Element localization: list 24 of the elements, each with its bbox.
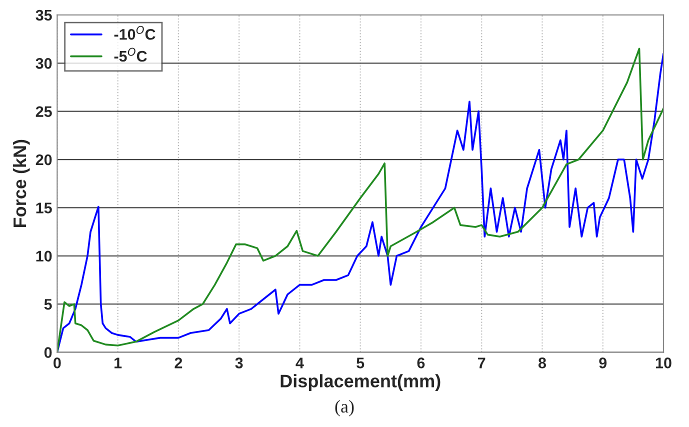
x-tick-label: 4 (296, 358, 304, 368)
legend-label: -5$^{O}$C (114, 48, 147, 62)
y-tick-label: 35 (36, 10, 52, 21)
x-tick-label: 1 (114, 358, 122, 368)
y-axis-title: Force (kN) (12, 140, 30, 228)
x-tick-label: 0 (54, 358, 61, 368)
x-tick-label: 2 (174, 358, 182, 368)
x-tick-label: 7 (478, 358, 486, 368)
x-tick-label: 9 (599, 358, 607, 368)
x-tick-label: 5 (356, 358, 364, 368)
y-tick-label: 20 (36, 154, 52, 166)
text: (a) (335, 400, 354, 416)
y-tick-label: 5 (44, 299, 52, 310)
y-tick-label: 30 (36, 58, 52, 69)
x-tick-label: 6 (417, 358, 425, 368)
legend-label: -10$^{O}$C (114, 26, 156, 40)
x-tick-label: 10 (656, 358, 672, 368)
y-tick-label: 10 (36, 250, 52, 262)
x-tick-label: 3 (235, 358, 243, 368)
x-axis-title: Displacement(mm) (280, 374, 440, 391)
y-tick-label: 0 (44, 347, 52, 358)
y-tick-label: 15 (36, 202, 52, 214)
x-tick-label: 8 (538, 358, 546, 368)
y-tick-label: 25 (36, 106, 52, 118)
